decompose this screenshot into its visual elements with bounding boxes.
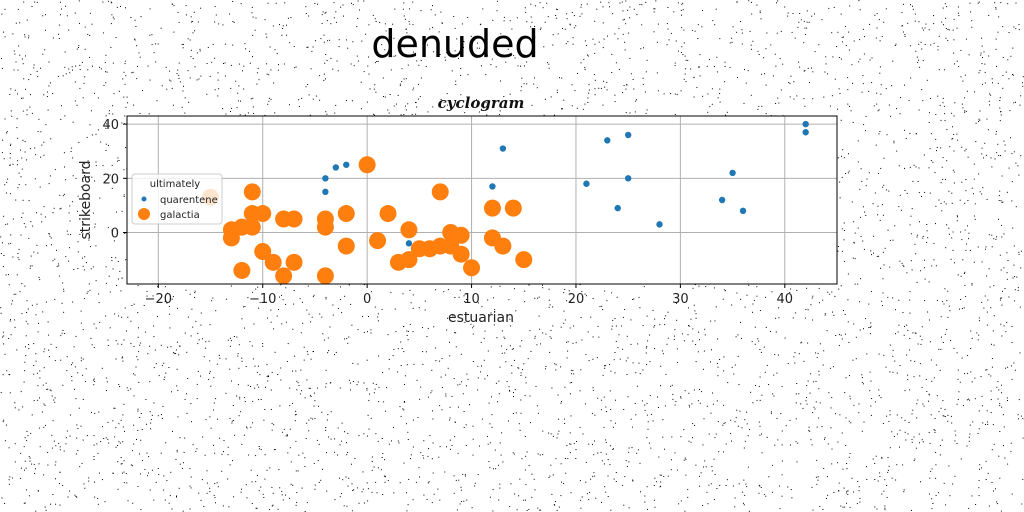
x-axis-label: estuarian	[448, 310, 514, 326]
legend-title: ultimately	[150, 179, 201, 190]
point-quarentene	[322, 175, 329, 182]
chart-title: cyclogram	[438, 94, 525, 112]
point-quarentene	[489, 183, 496, 190]
point-quarentene	[343, 161, 350, 168]
x-tick-label: 30	[672, 292, 689, 307]
point-quarentene	[718, 196, 726, 204]
x-tick-label: −20	[145, 292, 172, 307]
point-galactia	[369, 232, 387, 250]
point-galactia	[483, 199, 501, 217]
legend-label-galactia: galactia	[160, 210, 200, 221]
point-galactia	[400, 221, 418, 239]
y-tick-label: 0	[111, 227, 119, 242]
point-galactia	[316, 267, 334, 285]
legend-marker-galactia	[138, 208, 150, 220]
plot-frame	[126, 115, 838, 285]
point-quarentene	[656, 221, 663, 228]
point-quarentene	[332, 164, 340, 171]
point-quarentene	[614, 204, 621, 212]
point-galactia	[431, 183, 449, 201]
point-quarentene	[405, 240, 413, 247]
point-quarentene	[322, 188, 329, 196]
plot-area	[127, 116, 837, 284]
x-tick-label: −10	[249, 292, 276, 307]
point-quarentene	[729, 169, 736, 177]
y-axis-label: strikeboard	[78, 160, 94, 239]
point-galactia	[452, 245, 470, 263]
point-quarentene	[802, 129, 809, 136]
point-galactia	[254, 242, 272, 260]
y-tick-label: 40	[102, 118, 119, 133]
legend-box	[131, 173, 223, 225]
point-galactia	[358, 156, 376, 174]
point-galactia	[233, 261, 251, 279]
point-galactia	[400, 251, 418, 269]
point-galactia	[337, 237, 355, 255]
point-galactia	[463, 259, 481, 277]
point-galactia	[337, 205, 355, 223]
point-quarentene	[624, 175, 632, 182]
legend-label-quarentene: quarentene	[160, 195, 218, 206]
point-galactia	[379, 205, 397, 223]
point-galactia	[285, 210, 303, 228]
x-tick-label: 10	[463, 292, 480, 307]
data-points	[202, 120, 809, 285]
grid-lines	[127, 116, 837, 284]
point-quarentene	[739, 207, 747, 215]
point-galactia	[285, 253, 303, 271]
point-galactia	[275, 267, 293, 285]
point-galactia	[264, 253, 282, 271]
point-galactia	[515, 251, 533, 269]
y-tick-label: 20	[102, 172, 119, 187]
point-galactia	[504, 199, 522, 217]
x-tick-label: 40	[777, 292, 794, 307]
legend: ultimately quarentene galactia	[131, 173, 223, 225]
point-quarentene	[802, 120, 809, 128]
x-tick-label: 0	[363, 292, 371, 307]
legend-marker-quarentene	[141, 196, 147, 202]
point-galactia	[243, 183, 261, 201]
point-galactia	[254, 205, 272, 223]
point-quarentene	[604, 137, 611, 144]
figure-title: denuded	[371, 22, 539, 66]
point-galactia	[243, 218, 261, 236]
point-galactia	[494, 237, 512, 255]
point-quarentene	[499, 145, 507, 152]
axis-ticks: −20 −10 0 10 20 30 40 0 20 40	[102, 118, 793, 307]
point-galactia	[452, 226, 470, 244]
point-quarentene	[583, 180, 590, 187]
point-quarentene	[624, 131, 632, 139]
x-tick-label: 20	[568, 292, 585, 307]
point-galactia	[316, 218, 334, 236]
